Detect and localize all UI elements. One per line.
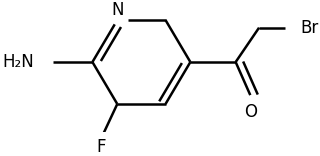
Text: O: O: [244, 103, 257, 121]
Text: Br: Br: [300, 19, 318, 37]
Text: H₂N: H₂N: [2, 53, 34, 71]
Text: N: N: [111, 1, 124, 19]
Text: F: F: [96, 138, 106, 156]
